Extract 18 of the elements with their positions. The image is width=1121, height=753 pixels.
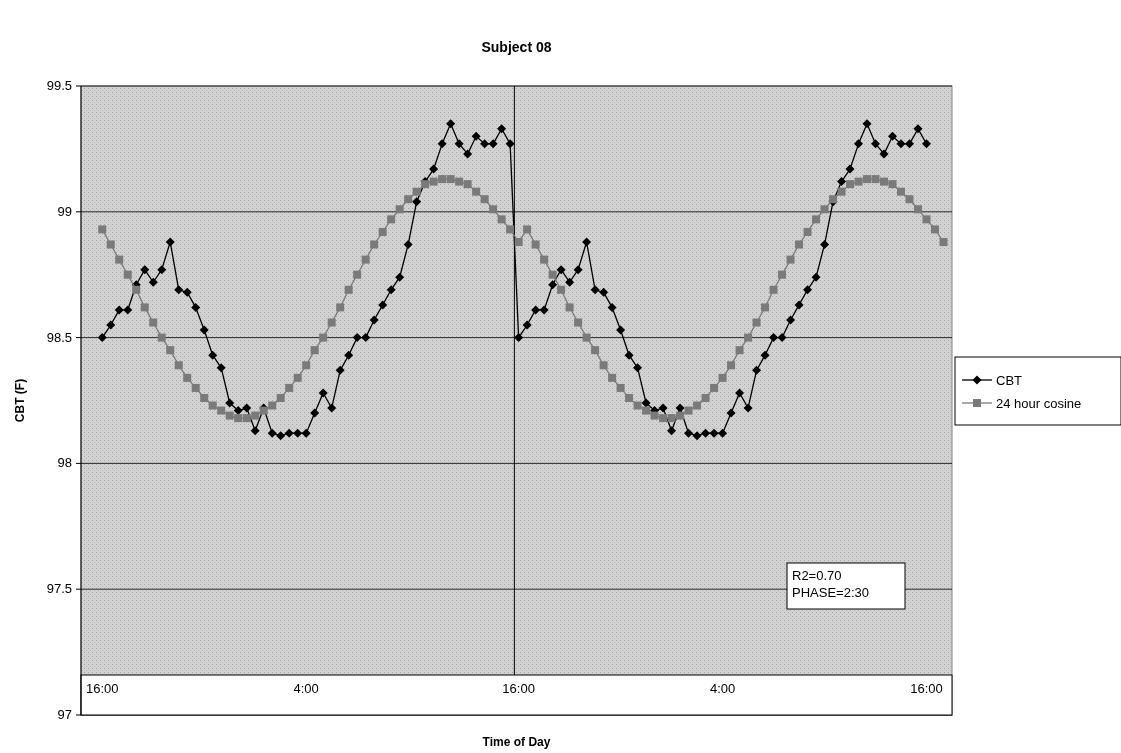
chart-title: Subject 08 [481,39,552,55]
annotation: R2=0.70 [792,568,842,583]
legend-label: 24 hour cosine [996,396,1082,411]
x-tick-label: 4:00 [709,681,736,696]
x-axis-title: Time of Day [482,735,551,749]
y-tick-label: 98 [57,455,72,471]
legend-label: CBT [996,373,1023,388]
x-tick-label: 4:00 [293,681,319,696]
y-tick-label: 97 [57,707,72,722]
y-tick-label: 97.5 [46,581,72,597]
x-tick-label: 16:00 [910,681,943,696]
y-tick-label: 99.5 [46,78,72,93]
y-tick-label: 99 [57,203,72,219]
annotation: PHASE=2:30 [792,585,869,600]
y-axis-title: CBT (F) [13,378,27,423]
x-tick-label: 16:00 [85,681,119,696]
y-tick-label: 98.5 [46,329,72,345]
x-tick-label: 16:00 [502,681,535,696]
